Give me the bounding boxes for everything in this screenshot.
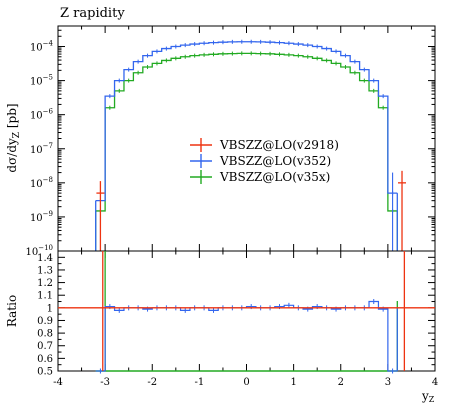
x-axis-label: yZ: [421, 389, 435, 404]
main-y-axis-label: dσ/dyZ [pb]: [5, 103, 22, 172]
x-tick-label: 3: [385, 377, 391, 388]
x-tick-label: -3: [100, 377, 110, 388]
main-y-tick-labels: 10−410−510−610−710−810−910−10: [25, 40, 53, 258]
x-tick-label: -1: [195, 377, 205, 388]
ratio-y-tick-label: 1.4: [37, 253, 53, 264]
ratio-y-tick-label: 0.8: [37, 329, 53, 340]
ratio-panel: 0.50.60.70.80.911.11.21.31.4 -4 -3 -2 -1 0 1 2…: [5, 250, 438, 404]
ratio-y-axis-label: Ratio: [5, 295, 19, 327]
main-ticks: [57, 25, 436, 252]
ratio-y-tick-label: 1: [47, 303, 53, 314]
main-y-axis-label-sub: Z: [12, 132, 22, 138]
x-tick-label: 0: [243, 377, 249, 388]
ratio-y-tick-label: 1.2: [37, 278, 53, 289]
main-y-tick-label-base: 10: [30, 77, 43, 88]
main-y-tick-label-exp: −4: [43, 40, 54, 48]
main-y-tick-label-exp: −7: [43, 142, 53, 150]
main-y-tick-label-base: 10: [30, 213, 43, 224]
x-tick-labels: -4 -3 -2 -1 0 1 2 3 4: [53, 377, 438, 388]
ratio-series-v352-line: [95, 300, 398, 372]
ratio-y-tick-label: 0.6: [37, 354, 53, 365]
main-panel: 10−410−510−610−710−810−910−10 dσ/dyZ [pb…: [5, 25, 436, 258]
main-y-tick-label: 10−10: [25, 244, 53, 258]
x-tick-label: -4: [53, 377, 63, 388]
main-y-tick-label-exp: −9: [43, 210, 53, 218]
main-y-tick-label-base: 10: [30, 43, 43, 54]
x-tick-label: -2: [147, 377, 157, 388]
chart-title: Z rapidity: [60, 6, 125, 21]
main-y-tick-label-exp: −6: [43, 108, 54, 116]
legend-entry-label: VBSZZ@LO(v352): [219, 154, 331, 168]
main-y-axis-label-main: dσ/dy: [5, 138, 19, 173]
main-series: [95, 39, 407, 251]
x-tick-label: 2: [338, 377, 344, 388]
ratio-y-tick-label: 1.1: [37, 291, 53, 302]
main-y-tick-label-base: 10: [25, 247, 38, 258]
ratio-y-tick-labels: 0.5 0.6 0.70.8 0.9 11.1 1.2 1.31.4: [37, 253, 53, 378]
ratio-plot-frame: [57, 250, 436, 372]
main-y-tick-label: 10−9: [30, 210, 53, 224]
main-y-tick-label: 10−8: [30, 176, 53, 190]
legend-entry-label: VBSZZ@LO(v35x): [219, 170, 330, 184]
main-y-tick-label: 10−4: [30, 40, 54, 54]
main-y-tick-label-base: 10: [30, 145, 43, 156]
main-y-tick-label-exp: −8: [43, 176, 53, 184]
main-y-tick-label-base: 10: [30, 179, 43, 190]
legend-entry-label: VBSZZ@LO(v2918): [219, 138, 339, 152]
main-series-v352-edges: [95, 193, 398, 251]
x-tick-label: 1: [290, 377, 296, 388]
main-series-v35x-line: [95, 52, 398, 212]
x-axis-label-sub: Z: [429, 395, 435, 404]
ratio-y-tick-label: 0.5: [37, 367, 53, 378]
ratio-y-tick-label: 0.9: [37, 316, 53, 327]
main-y-tick-label-base: 10: [30, 111, 43, 122]
ratio-ticks: [57, 251, 436, 372]
x-tick-label: 4: [432, 377, 438, 388]
main-y-axis-label-unit: [pb]: [5, 103, 19, 132]
main-y-tick-label: 10−5: [30, 74, 53, 88]
main-series-v352-line: [95, 41, 398, 202]
ratio-y-tick-label: 1.3: [37, 265, 53, 276]
x-axis-label-main: y: [421, 389, 429, 403]
main-y-tick-label-exp: −10: [38, 244, 53, 252]
ratio-series: [58, 251, 435, 374]
main-y-tick-label-exp: −5: [43, 74, 53, 82]
main-y-tick-label: 10−7: [30, 142, 53, 156]
ratio-y-tick-label: 0.7: [37, 341, 53, 352]
main-y-tick-label: 10−6: [30, 108, 54, 122]
legend: VBSZZ@LO(v2918) VBSZZ@LO(v352) VBSZZ@LO(v3…: [190, 138, 339, 184]
